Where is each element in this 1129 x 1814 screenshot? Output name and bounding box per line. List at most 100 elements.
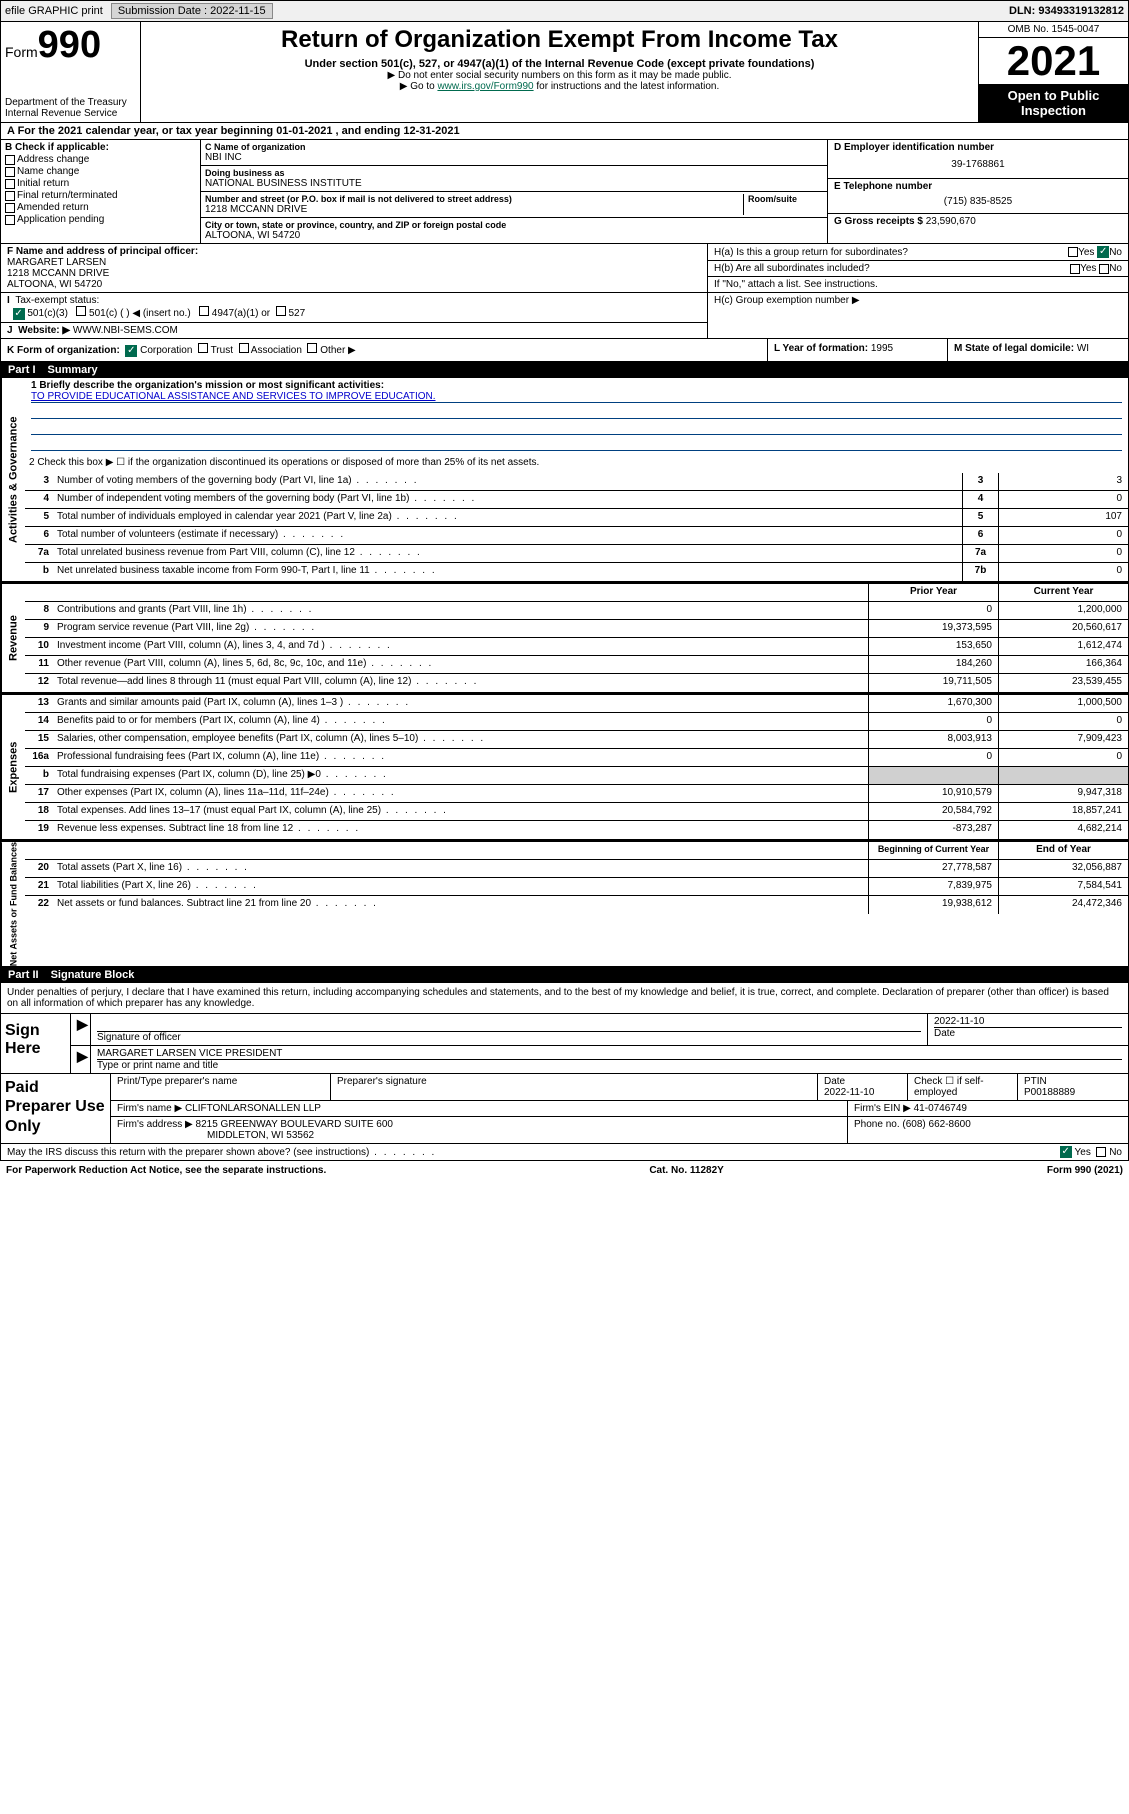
prep-row-2: Firm's name ▶ CLIFTONLARSONALLEN LLP Fir… [111,1101,1128,1117]
summary-row: 6Total number of volunteers (estimate if… [25,527,1128,545]
dln: DLN: 93493319132812 [1009,5,1124,17]
sig-intro: Under penalties of perjury, I declare th… [0,983,1129,1014]
cat-no: Cat. No. 11282Y [649,1165,723,1176]
ein-cell: D Employer identification number 39-1768… [828,140,1128,179]
checkbox-icon [5,167,15,177]
summary-row: bNet unrelated business taxable income f… [25,563,1128,581]
summary-row: 7aTotal unrelated business revenue from … [25,545,1128,563]
officer-name: MARGARET LARSEN [7,257,701,268]
preparer-block: Paid Preparer Use Only Print/Type prepar… [0,1074,1129,1144]
check-icon: ✓ [13,308,25,320]
checkbox-icon [1096,1147,1106,1157]
sign-here-label: Sign Here [1,1014,71,1073]
checkbox-item: Amended return [5,202,196,213]
summary-row: 13Grants and similar amounts paid (Part … [25,695,1128,713]
city-val: ALTOONA, WI 54720 [205,230,823,241]
sig-date-lbl: Date [934,1028,1122,1039]
checkbox-icon [5,179,15,189]
opt-trust: Trust [211,345,233,356]
summary-row: 10Investment income (Part VIII, column (… [25,638,1128,656]
blank [53,842,868,859]
phone-lbl: E Telephone number [834,181,1122,192]
irs-link[interactable]: www.irs.gov/Form990 [437,81,533,92]
header-right: OMB No. 1545-0047 2021 Open to Public In… [978,22,1128,122]
omb-number: OMB No. 1545-0047 [979,22,1128,38]
m-val: WI [1077,343,1089,354]
summary-row: 20Total assets (Part X, line 16)27,778,5… [25,860,1128,878]
row-l: L Year of formation: 1995 [768,339,948,361]
netassets-section: Net Assets or Fund Balances Beginning of… [0,840,1129,967]
expenses-vlabel: Expenses [1,695,25,839]
efile-label: efile GRAPHIC print [5,5,103,17]
summary-row: 9Program service revenue (Part VIII, lin… [25,620,1128,638]
summary-row: 5Total number of individuals employed in… [25,509,1128,527]
fhi-left: F Name and address of principal officer:… [1,244,708,338]
form-word: Form [5,44,38,60]
check-icon: ✓ [125,345,137,357]
fhi-right: H(a) Is this a group return for subordin… [708,244,1128,338]
yes-lbl: Yes [1078,247,1094,258]
netassets-hdr: Beginning of Current Year End of Year [25,842,1128,860]
phone-cell: E Telephone number (715) 835-8525 [828,179,1128,214]
sig-officer-lbl: Signature of officer [97,1032,921,1043]
ein-lbl: Firm's EIN ▶ [854,1103,911,1114]
gross-val: 23,590,670 [926,216,976,227]
col-b: B Check if applicable: Address change Na… [1,140,201,243]
sig-type-lbl: Type or print name and title [97,1060,1122,1071]
summary-row: 12Total revenue—add lines 8 through 11 (… [25,674,1128,692]
mission-q: 1 Briefly describe the organization's mi… [31,380,1122,391]
beg-year-hdr: Beginning of Current Year [868,842,998,859]
ha-text: H(a) Is this a group return for subordin… [714,247,1068,258]
mission-a: TO PROVIDE EDUCATIONAL ASSISTANCE AND SE… [31,391,1122,403]
gross-cell: G Gross receipts $ 23,590,670 [828,214,1128,229]
open-public: Open to Public Inspection [979,84,1128,122]
form-ref: Form 990 (2021) [1047,1165,1123,1176]
check-icon: ✓ [1060,1146,1072,1158]
website-lbl: Website: ▶ [18,325,70,336]
submission-date: Submission Date : 2022-11-15 [111,3,273,19]
tax-status-cell: I Tax-exempt status: ✓ 501(c)(3) 501(c) … [1,293,707,323]
activities-body: 1 Briefly describe the organization's mi… [25,378,1128,581]
opt-assoc: Association [251,345,302,356]
part2-num: Part II [8,969,39,981]
sig-row-1: ▶ Signature of officer 2022-11-10 Date [71,1014,1128,1046]
firm-phone: (608) 662-8600 [902,1119,970,1130]
part1-num: Part I [8,364,36,376]
row-k: K Form of organization: ✓ Corporation Tr… [1,339,768,361]
mission-block: 1 Briefly describe the organization's mi… [25,378,1128,455]
prep-row-3: Firm's address ▶ 8215 GREENWAY BOULEVARD… [111,1117,1128,1143]
expenses-section: Expenses 13Grants and similar amounts pa… [0,693,1129,840]
check-icon: ✓ [1097,246,1109,258]
expenses-body: 13Grants and similar amounts paid (Part … [25,695,1128,839]
summary-row: 21Total liabilities (Part X, line 26)7,8… [25,878,1128,896]
opt-other: Other ▶ [320,345,355,356]
ein-lbl: D Employer identification number [834,142,1122,153]
summary-row: 11Other revenue (Part VIII, column (A), … [25,656,1128,674]
prior-year-hdr: Prior Year [868,584,998,601]
discuss-q: May the IRS discuss this return with the… [7,1147,1060,1158]
discuss-row: May the IRS discuss this return with the… [0,1144,1129,1161]
org-name-cell: C Name of organization NBI INC [201,140,827,166]
summary-row: 18Total expenses. Add lines 13–17 (must … [25,803,1128,821]
officer-addr1: 1218 MCCANN DRIVE [7,268,701,279]
form-title: Return of Organization Exempt From Incom… [149,26,970,54]
summary-row: 4Number of independent voting members of… [25,491,1128,509]
end-year-hdr: End of Year [998,842,1128,859]
dba-cell: Doing business as NATIONAL BUSINESS INST… [201,166,827,192]
form-num: 990 [38,24,101,66]
officer-addr2: ALTOONA, WI 54720 [7,279,701,290]
tax-year: 2021 [979,38,1128,84]
checkbox-item: Initial return [5,178,196,189]
firm-addr-lbl: Firm's address ▶ [117,1119,193,1130]
l-val: 1995 [871,343,893,354]
checkbox-icon [198,343,208,353]
hb-text: H(b) Are all subordinates included? [714,263,1070,274]
checkbox-item: Application pending [5,214,196,225]
phone-val: (715) 835-8525 [834,192,1122,211]
yes-lbl: Yes [1080,263,1096,274]
summary-row: 16aProfessional fundraising fees (Part I… [25,749,1128,767]
revenue-section: Revenue Prior Year Current Year 8Contrib… [0,582,1129,693]
dba-lbl: Doing business as [205,168,823,178]
summary-row: 3Number of voting members of the governi… [25,473,1128,491]
checkbox-icon [5,203,15,213]
